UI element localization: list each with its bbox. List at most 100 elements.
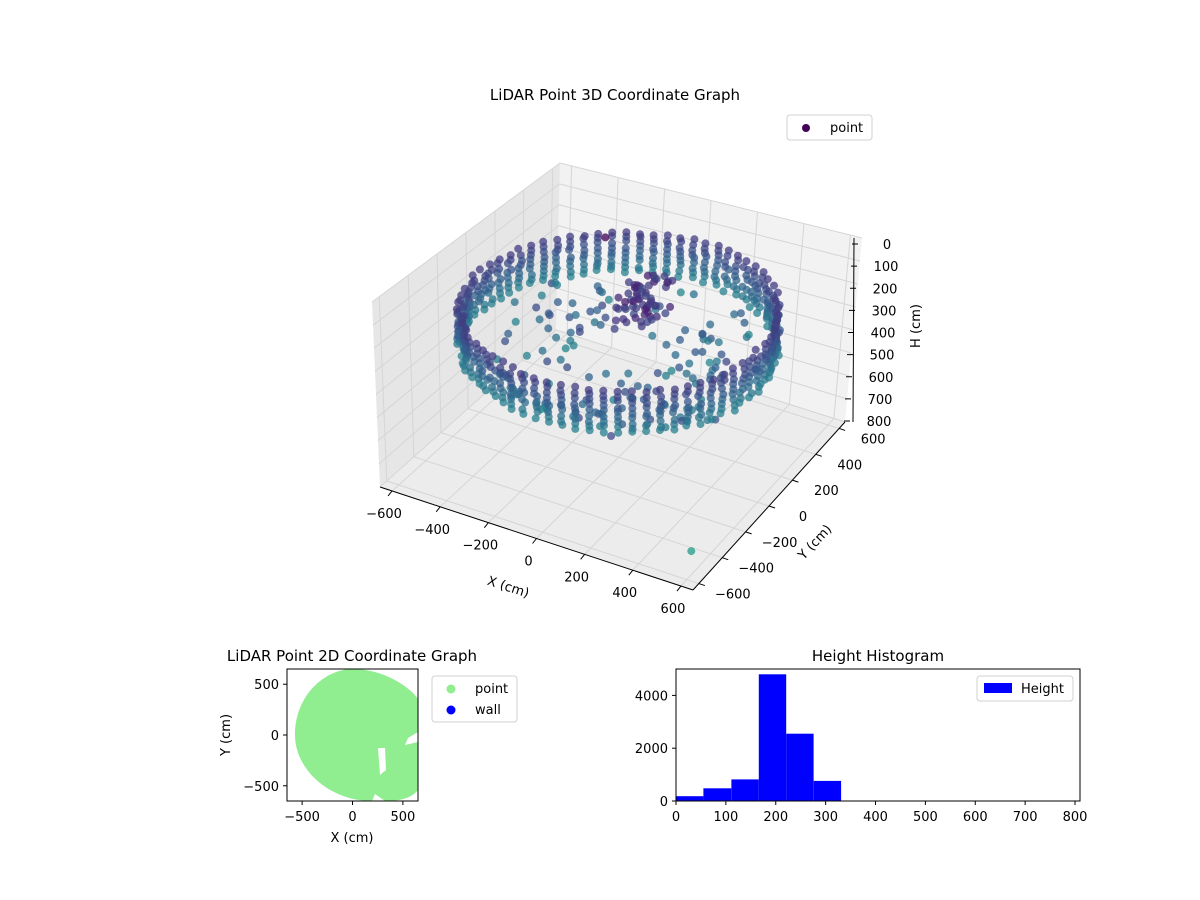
data-point-3d [552,264,561,273]
data-point-3d [753,284,762,293]
data-point-3d [614,293,623,302]
x-tick-label-hist: 100 [713,810,738,825]
data-point-3d [518,395,527,404]
data-point-3d [740,318,749,327]
data-point-3d [571,414,580,423]
data-point-3d [501,337,510,346]
data-point-3d [596,320,605,329]
data-point-3d [607,244,616,253]
data-point-3d [657,398,666,406]
data-point-3d [466,363,474,372]
data-point-3d [643,420,652,429]
data-point-3d [593,254,602,263]
data-point-3d [544,408,553,417]
data-point-3d [635,252,644,261]
data-point-3d [511,317,520,326]
data-point-3d [644,281,653,290]
data-point-3d [504,278,513,287]
data-point-3d [771,296,780,305]
data-point-3d [612,303,621,312]
y-tick-label-hist: 0 [660,795,668,810]
data-point-3d [593,306,602,315]
data-point-3d [465,348,474,357]
data-point-3d [459,361,468,370]
z-tick-label-3d: 200 [873,282,898,297]
legend-2d-wall-marker [446,705,456,715]
data-point-3d [487,280,496,289]
z-tick-label-3d: 300 [872,304,897,319]
y-tick-label-2d: −500 [243,780,279,795]
data-point-3d [731,272,739,281]
data-point-3d [685,359,694,368]
data-point-3d [698,329,707,338]
data-point-3d [556,386,565,395]
data-point-3d [707,415,716,424]
data-point-3d [529,374,538,383]
x-tick-mark-3d [628,569,634,576]
data-point-3d [614,422,623,431]
data-point-3d [675,363,684,372]
data-point-3d [617,379,625,388]
data-point-3d [505,288,514,297]
data-point-3d [682,369,691,378]
data-point-3d [656,417,665,426]
data-point-3d [580,232,589,241]
hist-bar [813,780,842,801]
data-point-3d [674,272,683,281]
hist-bars [676,674,1061,801]
data-point-3d [544,309,553,318]
data-point-3d [568,299,577,308]
data-point-3d [478,346,487,355]
z-tick-label-3d: 500 [870,349,895,364]
data-point-3d [458,319,467,328]
data-point-3d [699,278,707,287]
y-axis-3d: −600 −400 −2000 200 400 600 [692,421,886,603]
data-point-3d [630,283,639,292]
data-point-3d [709,375,718,384]
hist-bar [758,674,787,801]
data-point-3d [506,369,515,378]
data-point-3d [662,255,671,264]
data-point-3d [579,240,588,249]
data-point-3d [738,359,747,367]
x-tick-label-hist: 400 [863,810,888,825]
data-point-3d [514,244,523,253]
x-tick-label-hist: 300 [813,810,838,825]
x-tick-mark-3d [387,490,393,497]
data-point-3d [532,398,541,406]
data-point-3d [601,313,610,322]
data-point-3d [557,401,566,410]
data-point-3d [689,290,698,299]
data-point-3d [749,353,758,362]
data-point-3d [584,386,593,394]
data-point-3d [510,298,519,307]
data-point-3d [684,403,693,412]
data-point-3d [610,324,619,333]
legend-2d-point-label: point [475,682,508,697]
hist-bar [676,796,704,801]
z-tick-label-3d: 0 [883,238,891,253]
data-point-3d [526,260,535,269]
height-histogram: Height Histogram 0 100 200 300 400 500 600 700 8… [635,647,1088,825]
chart3d-title: LiDAR Point 3D Coordinate Graph [490,86,740,104]
data-point-3d [696,420,705,428]
data-point-3d [642,427,651,436]
z-axis-line-3d [852,237,855,423]
data-point-3d [563,363,572,372]
data-point-3d [670,385,679,394]
data-point-3d [676,288,685,297]
y-tick-mark-3d [792,479,799,483]
data-point-3d [614,413,622,421]
y-tick-label-3d: −200 [762,536,798,551]
y-tick-label-3d: 600 [861,432,886,447]
data-point-3d [663,245,672,254]
data-point-3d [601,233,610,242]
x-tick-label-hist: 700 [1013,810,1038,825]
data-point-3d [613,393,622,402]
data-point-3d [704,336,713,345]
data-point-3d [608,228,617,237]
data-point-3d [599,412,608,421]
legend-hist-label: Height [1021,682,1064,697]
data-point-3d [763,297,772,306]
data-point-3d [760,280,769,289]
